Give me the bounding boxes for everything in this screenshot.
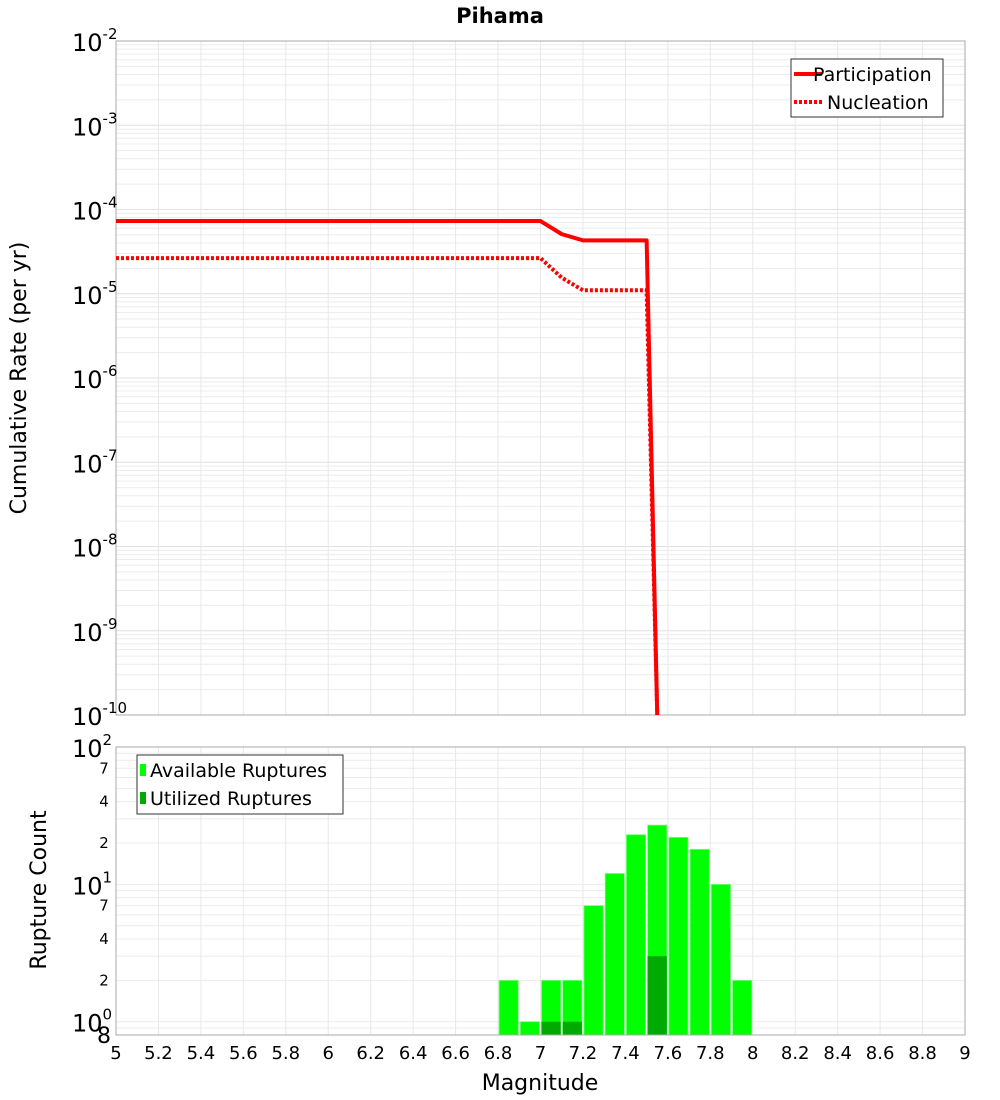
y-tick-exponent: -3 [103,109,118,127]
y-tick-exponent: -6 [103,362,118,380]
bottom-y-axis-label: Rupture Count [27,810,52,970]
y-tick-label: 10-10 [72,699,127,731]
bar-available [732,979,753,1036]
x-tick-label: 8.4 [823,1043,852,1064]
y-tick-label: 100 [72,1006,112,1038]
x-tick-label: 6 [323,1043,334,1064]
x-tick-label: 8.6 [866,1043,895,1064]
bar-utilized [562,1021,582,1035]
bar-available [626,834,647,1036]
y-tick-exponent: 1 [103,868,113,886]
y-tick-exponent: -7 [103,446,118,464]
x-tick-label: 7.8 [696,1043,725,1064]
y-tick-base: 10 [72,735,103,763]
x-tick-label: 5.6 [229,1043,258,1064]
y-minor-tick-label: 4 [99,930,109,948]
x-tick-label: 6.6 [441,1043,470,1064]
y-minor-tick-label: 7 [99,897,109,915]
x-tick-label: 8 [747,1043,758,1064]
legend-swatch [140,764,146,776]
x-tick-label: 7.2 [569,1043,598,1064]
y-tick-base: 10 [72,872,103,900]
y-tick-label: 10-7 [72,446,118,478]
chart-title: Pihama [456,4,544,28]
series-line-participation [116,219,660,716]
y-tick-exponent: -10 [103,699,128,717]
y-tick-base: 10 [72,113,103,141]
y-tick-exponent: -5 [103,278,118,296]
bottom-legend: Available Ruptures Utilized Ruptures [136,754,344,815]
y-tick-base: 10 [72,198,103,226]
legend-label: Utilized Ruptures [150,788,312,810]
legend-box [136,754,344,815]
x-tick-label: 6.8 [484,1043,513,1064]
bar-available [604,873,625,1036]
top-legend: Participation Nucleation [790,58,944,118]
legend-label: Nucleation [827,92,929,114]
y-tick-label: 101 [72,868,112,900]
bar-available [689,848,710,1036]
y-tick-label: 10-2 [72,25,118,57]
bar-available [498,979,519,1036]
y-minor-tick-label: 2 [99,971,109,989]
x-tick-label: 8.8 [908,1043,937,1064]
y-tick-base: 10 [72,366,103,394]
bar-utilized [541,1021,561,1035]
legend-label: Participation [813,64,932,86]
y-tick-exponent: -8 [103,531,118,549]
bar-available [583,905,604,1036]
x-tick-label: 6.4 [399,1043,428,1064]
x-tick-label: 6.2 [356,1043,385,1064]
y-tick-base: 10 [72,619,103,647]
y-minor-tick-label: 2 [99,834,109,852]
bar-utilized [647,956,667,1035]
y-tick-label: 10-9 [72,615,118,647]
y-tick-exponent: -4 [103,194,118,212]
legend-label: Available Ruptures [150,760,327,782]
y-tick-exponent: -2 [103,25,118,43]
x-axis-label: Magnitude [482,1071,599,1096]
y-tick-base: 10 [72,450,103,478]
y-tick-base: 10 [72,29,103,57]
y-minor-tick-label: 4 [99,793,109,811]
x-tick-label: 7.6 [654,1043,683,1064]
legend-swatch [140,792,146,804]
top-y-axis-label: Cumulative Rate (per yr) [7,242,32,515]
x-tick-label: 7 [535,1043,546,1064]
x-tick-label: 5.4 [187,1043,216,1064]
x-tick-label: 5.2 [144,1043,173,1064]
x-tick-label: 8.2 [781,1043,810,1064]
x-tick-label: 5.8 [271,1043,300,1064]
top-plot: 10-210-310-410-510-610-710-810-910-10Par… [72,25,966,731]
plot-border [115,746,966,1036]
x-tick-label: 9 [959,1043,970,1064]
legend-box [790,58,944,118]
y-tick-label: 10-8 [72,531,118,563]
y-tick-exponent: 2 [103,731,113,749]
bar-available [710,883,731,1036]
bar-available [668,836,689,1036]
y-tick-exponent: -9 [103,615,118,633]
y-tick-label: 10-6 [72,362,118,394]
y-minor-tick-label: 7 [99,759,109,777]
y-tick-label: 102 [72,731,112,763]
y-tick-base: 10 [72,703,103,731]
y-tick-label: 10-4 [72,194,118,226]
y-tick-label: 10-3 [72,109,118,141]
x-tick-label: 5 [110,1043,121,1064]
y-tick-base: 10 [72,1010,103,1038]
plot-border [115,40,966,716]
y-tick-base: 10 [72,535,103,563]
y-tick-label: 10-5 [72,278,118,310]
bar-available [519,1021,540,1036]
x-tick-label: 7.4 [611,1043,640,1064]
y-tick-exponent: 0 [103,1006,113,1024]
y-tick-base: 10 [72,282,103,310]
y-minor-tick-label: 8 [97,1024,111,1049]
